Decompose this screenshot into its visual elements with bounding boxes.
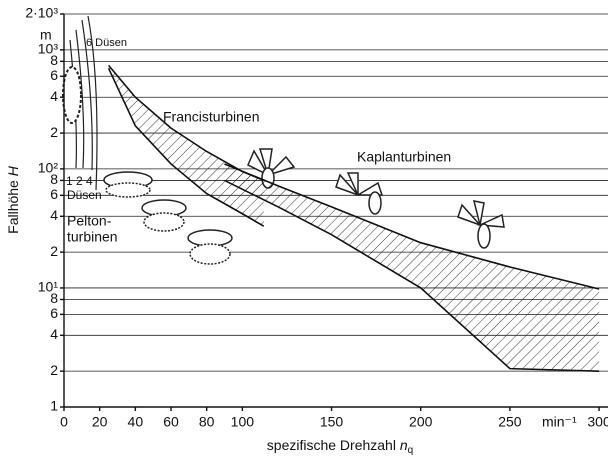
y-tick-label: 1	[50, 398, 58, 414]
x-tick-label: 300	[587, 414, 608, 430]
region-label: Kaplanturbinen	[357, 149, 451, 165]
annotation: Pelton-	[67, 213, 112, 229]
y-axis-title: Fallhöhe H	[5, 165, 21, 234]
pelton-wheel-icon	[63, 67, 81, 123]
x-tick-label: 150	[320, 414, 344, 430]
chart: 6 Düsen 1 2 4 Düsen Pelton- turbinen Fra…	[0, 0, 608, 456]
x-tick-label: 40	[128, 414, 144, 430]
x-tick-label: 250	[498, 414, 522, 430]
y-tick-label: 10³	[38, 41, 59, 57]
y-tick-label: 2	[50, 243, 58, 259]
annotation: Düsen	[67, 188, 102, 202]
region-label: Francisturbinen	[163, 109, 260, 125]
x-tick-label: 0	[60, 414, 68, 430]
annotation: 6 Düsen	[86, 37, 127, 49]
y-tick-label: 10¹	[38, 279, 59, 295]
x-tick-label: 200	[409, 414, 433, 430]
y-tick-label: 4	[50, 326, 58, 342]
x-axis-label: spezifische Drehzahl	[267, 437, 396, 453]
y-tick-label: 4	[50, 207, 58, 223]
x-tick-label: 60	[163, 414, 179, 430]
y-tick-label: 2	[50, 124, 58, 140]
x-axis-title: spezifische Drehzahl nq	[267, 437, 413, 456]
x-tick-label: 100	[231, 414, 255, 430]
y-axis-label: Fallhöhe	[5, 180, 21, 234]
y-axis-symbol: H	[5, 165, 21, 176]
y-tick-label: 6	[50, 305, 58, 321]
y-tick-label: 4	[50, 88, 58, 104]
annotation: 1 2 4	[66, 174, 93, 188]
x-axis-subscript: q	[408, 445, 414, 456]
y-tick-label: 2·10³	[25, 5, 58, 21]
y-tick-label: 6	[50, 67, 58, 83]
x-tick-label: 80	[199, 414, 215, 430]
y-tick-label: 10²	[38, 160, 59, 176]
y-tick-label: 6	[50, 186, 58, 202]
hatched-area	[109, 65, 264, 226]
x-unit: min⁻¹	[542, 414, 577, 430]
x-axis-symbol: n	[400, 437, 408, 453]
x-tick-label: 20	[92, 414, 108, 430]
annotation: turbinen	[67, 229, 118, 245]
y-tick-label: 2	[50, 362, 58, 378]
